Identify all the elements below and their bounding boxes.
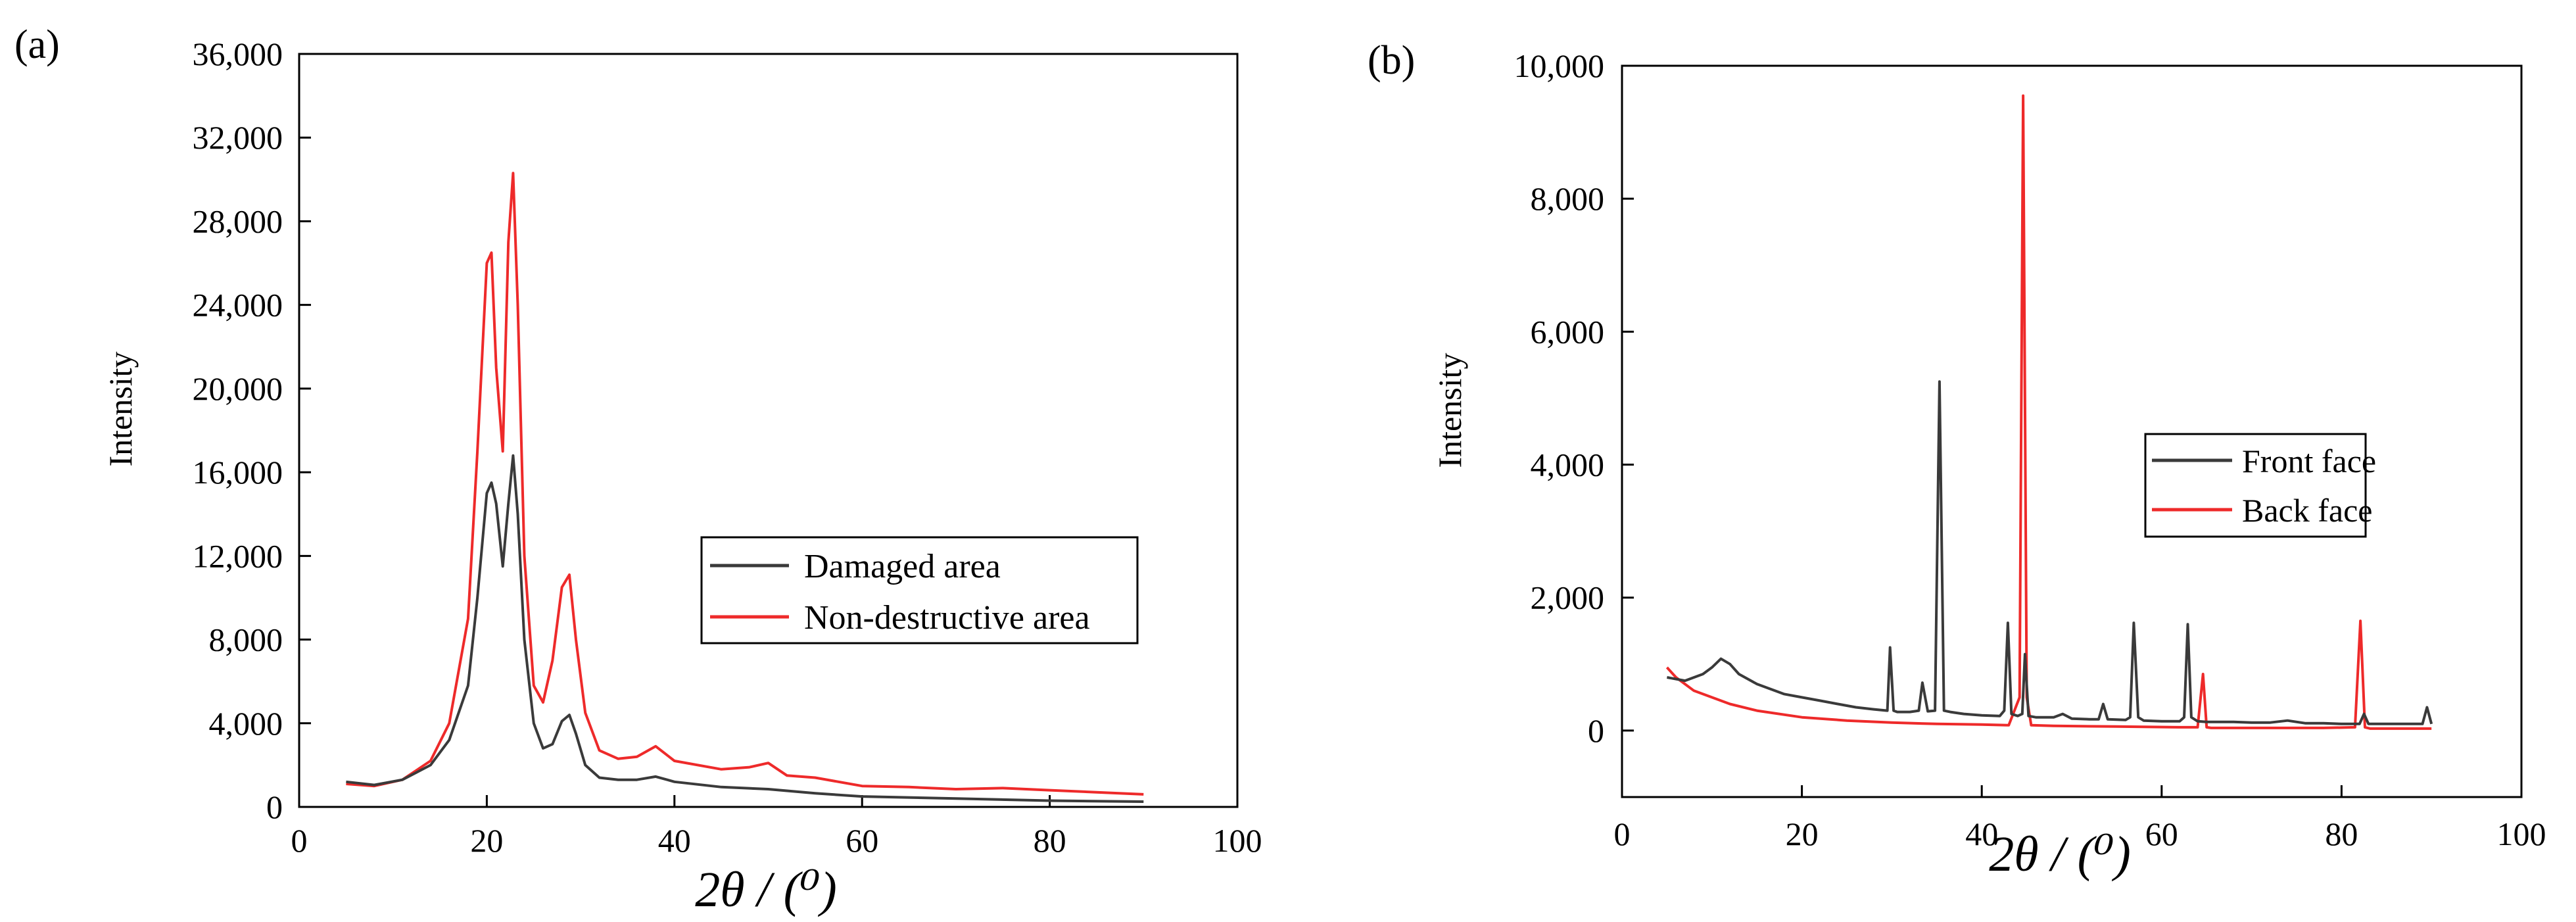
y-axis-ticks: 0 4,000 8,000 12,000 16,000 20,000 24,000 28,00…: [193, 36, 311, 825]
y-axis-ticks: 0 2,000 4,000 6,000 8,000 10,000: [1514, 47, 1634, 749]
y-tick-label: 0: [1588, 712, 1604, 749]
x-axis-ticks: 0 20 40 60 80 100: [291, 795, 1262, 859]
y-tick-label: 20,000: [193, 370, 283, 407]
legend: Front face Back face: [2144, 433, 2376, 538]
chart-panel-a: (a) 0 4,000 8,000 12,000 16,000 20,000 24,000 2…: [14, 22, 1262, 917]
legend-label-non-destructive-area: Non-destructive area: [804, 599, 1090, 637]
legend: Damaged area Non-destructive area: [700, 536, 1139, 644]
y-axis-label: Intensity: [1431, 353, 1468, 468]
y-tick-label: 10,000: [1514, 47, 1605, 84]
x-tick-label: 80: [1034, 822, 1066, 859]
y-tick-label: 2,000: [1531, 579, 1605, 616]
x-tick-label: 100: [2497, 815, 2546, 852]
y-tick-label: 4,000: [1531, 447, 1605, 483]
series-line-back-face: [1665, 94, 2432, 730]
x-tick-label: 80: [2325, 815, 2358, 852]
y-tick-label: 8,000: [209, 621, 283, 658]
y-tick-label: 4,000: [209, 705, 283, 742]
y-tick-label: 28,000: [193, 203, 283, 239]
y-tick-label: 6,000: [1531, 313, 1605, 350]
series-layer: [346, 172, 1144, 803]
y-tick-label: 32,000: [193, 119, 283, 156]
x-tick-label: 0: [291, 822, 308, 859]
legend-label-damaged-area: Damaged area: [804, 548, 1001, 585]
legend-label-front-face: Front face: [2242, 443, 2376, 479]
plot-frame: [1621, 64, 2523, 798]
x-tick-label: 20: [1786, 815, 1819, 852]
x-tick-label: 60: [2145, 815, 2178, 852]
y-tick-label: 36,000: [193, 36, 283, 72]
x-tick-label: 60: [846, 822, 878, 859]
x-axis-label: 2θ / (⁰): [695, 862, 837, 917]
legend-label-back-face: Back face: [2242, 492, 2372, 529]
x-tick-label: 100: [1213, 822, 1262, 859]
legend-box: [700, 536, 1139, 644]
x-axis-label: 2θ / (⁰): [1989, 827, 2131, 882]
x-tick-label: 0: [1614, 815, 1631, 852]
y-tick-label: 16,000: [193, 454, 283, 491]
series-line-front-face: [1667, 380, 2433, 725]
series-line-damaged-area: [346, 454, 1144, 803]
chart-panel-b: (b) 0 2,000 4,000 6,000 8,000 10,000 0 20 40 60 8…: [1368, 38, 2546, 882]
plot-frame: [298, 53, 1239, 808]
x-tick-label: 20: [470, 822, 503, 859]
x-tick-label: 40: [1965, 815, 1998, 852]
y-tick-label: 24,000: [193, 287, 283, 324]
x-tick-label: 40: [658, 822, 691, 859]
x-axis-ticks: 0 20 40 60 80 100: [1614, 785, 2546, 852]
series-layer: [1665, 94, 2433, 730]
legend-box: [2144, 433, 2367, 538]
panel-label: (b): [1368, 38, 1415, 83]
y-tick-label: 8,000: [1531, 180, 1605, 217]
series-line-non-destructive-area: [346, 172, 1144, 796]
y-tick-label: 12,000: [193, 537, 283, 574]
y-tick-label: 0: [266, 789, 283, 825]
panel-label: (a): [14, 22, 60, 67]
y-axis-label: Intensity: [102, 352, 139, 467]
